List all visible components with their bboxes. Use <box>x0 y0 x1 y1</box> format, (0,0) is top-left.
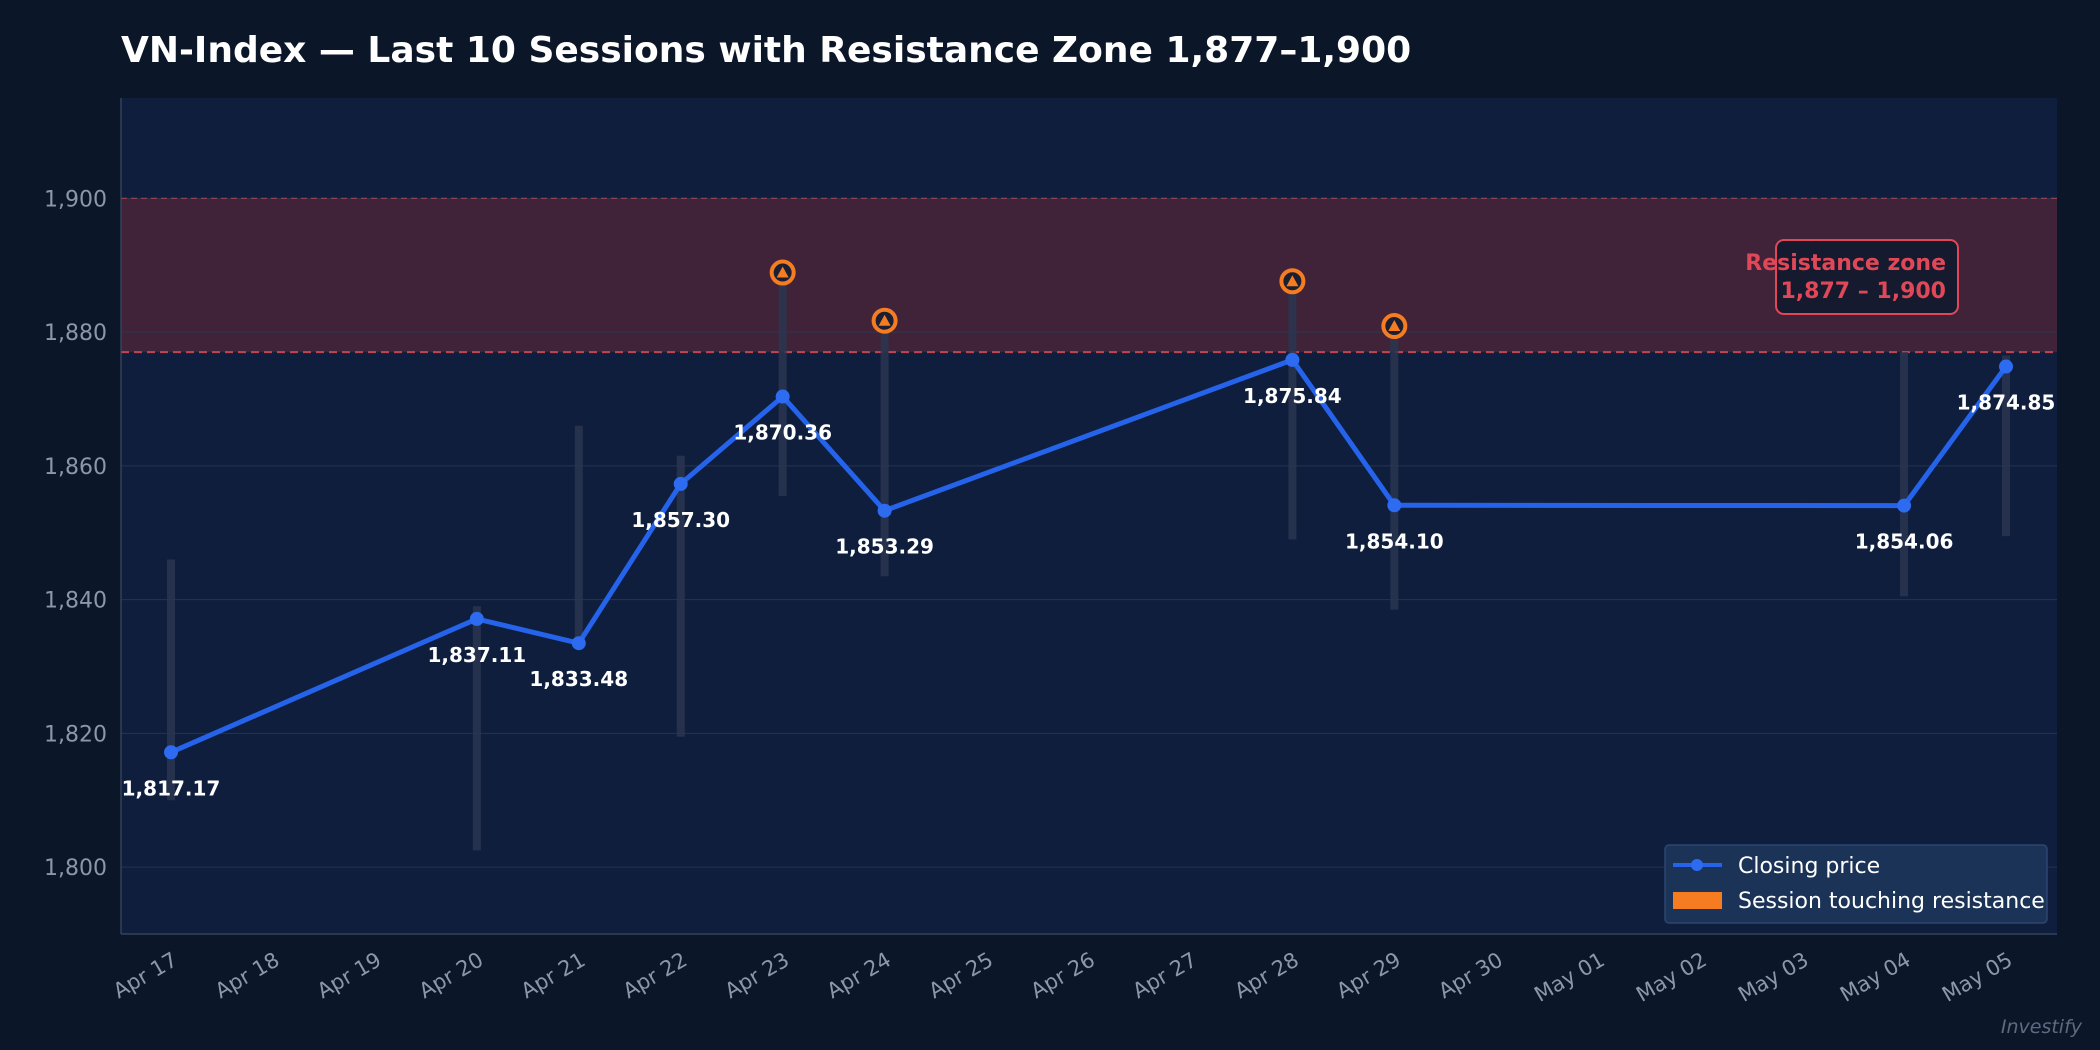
data-label: 1,833.48 <box>529 667 628 691</box>
x-tick-label: Apr 28 <box>1230 948 1302 1004</box>
watermark: Investify <box>2000 1016 2082 1038</box>
closing-price-point <box>1999 359 2013 374</box>
y-tick-label: 1,860 <box>44 455 107 480</box>
touch-resistance-marker <box>871 307 898 334</box>
x-tick-label: May 01 <box>1530 948 1609 1007</box>
x-tick-label: Apr 20 <box>415 948 487 1004</box>
closing-price-line <box>168 357 2009 755</box>
x-tick-label: May 02 <box>1632 948 1711 1007</box>
touch-resistance-marker <box>1381 313 1408 340</box>
x-tick-label: Apr 22 <box>619 948 691 1004</box>
touch-resistance-marker <box>1279 268 1306 295</box>
y-tick-label: 1,800 <box>44 856 107 881</box>
data-label: 1,854.06 <box>1855 530 1954 554</box>
x-tick-label: May 04 <box>1836 948 1915 1007</box>
data-label: 1,874.85 <box>1957 391 2056 415</box>
closing-price-point <box>571 636 586 651</box>
x-tick-label: May 05 <box>1938 948 2017 1007</box>
closing-price-point <box>1897 498 1912 513</box>
closing-price-point <box>775 389 790 404</box>
data-label: 1,854.10 <box>1345 529 1444 553</box>
x-tick-label: Apr 24 <box>823 948 895 1004</box>
x-tick-label: Apr 19 <box>313 948 385 1004</box>
data-label: 1,837.11 <box>427 643 526 667</box>
x-tick-label: Apr 17 <box>109 948 181 1004</box>
resistance-zone-label-box <box>1775 239 1959 315</box>
x-tick-label: Apr 27 <box>1129 948 1201 1004</box>
legend-label-closing-price: Closing price <box>1738 854 1880 879</box>
touch-marker-triangle <box>1286 275 1299 287</box>
legend-label-touch: Session touching resistance <box>1738 889 2045 914</box>
x-tick-label: Apr 30 <box>1434 948 1506 1004</box>
data-label: 1,875.84 <box>1243 384 1342 408</box>
resistance-zone-label-range: 1,877 – 1,900 <box>1781 279 1947 304</box>
x-tick-label: Apr 26 <box>1027 948 1099 1004</box>
y-tick-label: 1,840 <box>44 589 107 614</box>
resistance-zone-label-title: Resistance zone <box>1745 251 1946 276</box>
data-label: 1,857.30 <box>631 508 730 532</box>
legend-patch-swatch <box>1673 892 1722 909</box>
touch-resistance-marker <box>769 259 796 286</box>
touch-marker-triangle <box>878 314 891 326</box>
y-tick-label: 1,820 <box>44 722 107 747</box>
x-tick-label: May 03 <box>1734 948 1813 1007</box>
x-tick-label: Apr 23 <box>721 948 793 1004</box>
closing-price-point <box>164 745 178 760</box>
x-tick-label: Apr 18 <box>211 948 283 1004</box>
data-label: 1,817.17 <box>122 776 221 800</box>
data-label: 1,853.29 <box>835 535 934 559</box>
chart-title: VN-Index — Last 10 Sessions with Resista… <box>121 30 1412 71</box>
x-tick-label: Apr 21 <box>517 948 589 1004</box>
touch-marker-triangle <box>776 266 789 278</box>
legend-marker-swatch <box>1691 859 1703 871</box>
closing-price-point <box>1387 498 1402 513</box>
x-tick-label: Apr 25 <box>925 948 997 1004</box>
closing-price-point <box>1285 352 1300 367</box>
touch-marker-triangle <box>1388 320 1401 332</box>
y-tick-label: 1,900 <box>44 187 107 212</box>
closing-price-point <box>673 476 688 491</box>
resistance-zone-band <box>121 198 2057 353</box>
legend-box <box>1664 844 2048 924</box>
x-tick-label: Apr 29 <box>1332 948 1404 1004</box>
y-tick-label: 1,880 <box>44 321 107 346</box>
closing-price-point <box>877 503 892 518</box>
data-label: 1,870.36 <box>733 421 832 445</box>
closing-price-point <box>469 611 484 626</box>
